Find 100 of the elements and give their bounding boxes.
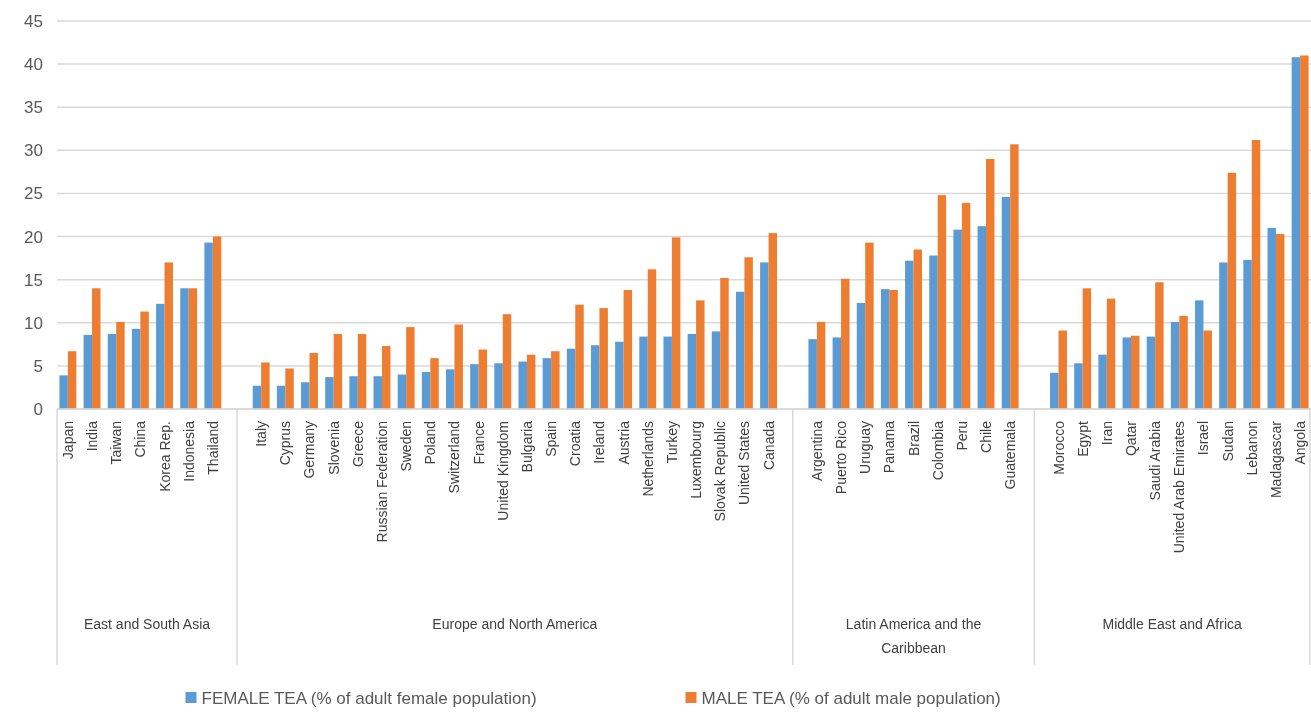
x-tick-label: Canada [760,420,777,471]
x-tick-label: Sweden [398,421,415,472]
x-tick-label: Uruguay [857,421,874,474]
y-tick-label: 5 [33,356,43,376]
bar [647,269,657,409]
bar [551,351,560,409]
x-tick-label: United Arab Emirates [1171,421,1188,554]
bar [1179,315,1188,409]
x-tick-label: Peru [953,421,970,451]
y-tick-label: 30 [24,141,43,161]
x-tick-label: Switzerland [446,421,463,494]
x-tick-label: Slovak Republic [712,421,729,522]
x-tick-label: Morocco [1050,420,1067,475]
bar [865,242,874,409]
bar [590,345,600,409]
bar [977,226,987,409]
y-tick-label: 20 [24,227,43,247]
bar [832,337,842,409]
bar [615,341,624,409]
bar [929,255,938,409]
bar [639,336,648,409]
bar [518,361,527,409]
bar [542,358,552,409]
bar [711,331,721,409]
x-tick-label: Argentina [808,420,825,481]
bar [1155,282,1164,409]
x-tick-label: Lebanon [1243,421,1260,476]
bar [880,289,890,409]
y-tick-label: 15 [24,270,43,290]
bar [1291,57,1301,409]
x-tick-label: Luxembourg [688,421,705,499]
bar [623,290,633,409]
bar [760,262,769,409]
bar [696,300,705,409]
bar [381,346,391,409]
bar [663,336,672,409]
bar [406,327,415,409]
legend-label: MALE TEA (% of adult male population) [701,688,1001,708]
x-tick-label: Brazil [905,421,922,457]
bar [131,328,141,409]
bar [1122,337,1131,409]
bar [856,302,866,409]
bar [961,202,971,409]
x-tick-label: Turkey [663,421,680,464]
bar [671,237,681,409]
bar [204,242,213,409]
x-tick-label: Korea Rep. [156,421,173,492]
text: Latin America and the Caribbean [845,616,982,656]
x-tick-label: Israel [1195,421,1212,456]
bar [397,374,407,409]
bar [309,352,318,409]
bar [986,158,995,409]
bar [494,363,503,409]
bar [744,257,753,409]
y-tick-label: 35 [24,98,43,118]
bar [599,308,608,409]
bar [808,339,817,409]
x-tick-label: Panama [881,420,898,474]
bar [261,362,270,409]
bar [349,376,358,409]
bar [1170,321,1180,409]
bar [1106,298,1116,409]
bar [1130,335,1140,409]
x-tick-label: Slovenia [325,420,342,475]
x-tick-label: Austria [615,420,632,465]
x-tick-label: Poland [422,421,439,465]
x-tick-label: Guatemala [1002,420,1019,490]
text: Middle East and Africa [1102,616,1243,632]
bar [1082,288,1092,409]
x-tick-label: Russian Federation [373,421,390,543]
bar [1203,330,1212,409]
bar [470,364,479,409]
bar [92,288,101,409]
bar [67,351,77,409]
bar [180,288,189,409]
bar [1195,300,1204,409]
x-tick-label: Chile [978,420,995,453]
bar [937,195,947,409]
bar [357,333,367,409]
bar [768,233,778,409]
x-tick-label: United Kingdom [494,421,511,521]
bar [140,311,149,409]
bar [285,368,294,409]
bar [454,324,463,409]
x-tick-label: Croatia [567,420,584,467]
y-tick-label: 25 [24,184,43,204]
bar [526,354,536,409]
bar [430,358,439,409]
x-tick-label: United States [736,421,753,506]
x-tick-label: Indonesia [180,420,197,482]
x-tick-label: Thailand [204,421,221,475]
x-tick-label: Japan [59,421,76,460]
y-tick-label: 45 [24,11,43,31]
bar [107,333,117,409]
bar [1098,354,1107,409]
bar [83,334,93,409]
x-tick-label: Italy [253,421,270,447]
bar [816,321,826,409]
bar [1074,363,1083,409]
x-tick-label: Colombia [929,420,946,481]
